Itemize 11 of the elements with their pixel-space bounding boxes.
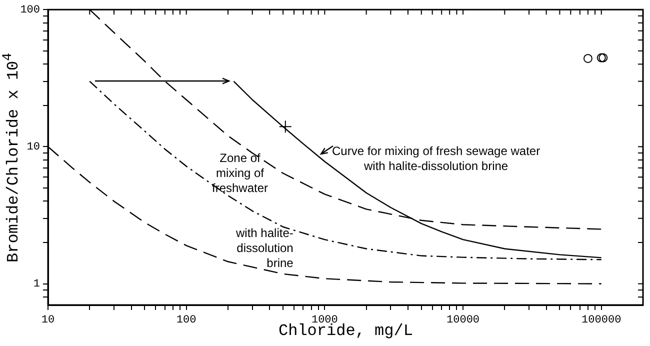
x-tick-label: 10000 [446, 314, 480, 327]
x-tick-label: 100 [176, 314, 196, 327]
annotation: Curve for mixing of fresh sewage water with halite-dissolution brine [332, 144, 540, 174]
y-tick-label: 1 [33, 278, 40, 291]
y-tick-label: 100 [20, 4, 40, 17]
x-tick-label: 10 [41, 314, 55, 327]
annotation: with halite- dissolution brine [236, 226, 294, 271]
x-axis-title: Chloride, mg/L [278, 322, 413, 340]
annotation: Zone of mixing of freshwater [212, 151, 268, 196]
x-tick-label: 100000 [582, 314, 622, 327]
y-tick-label: 10 [26, 142, 40, 154]
